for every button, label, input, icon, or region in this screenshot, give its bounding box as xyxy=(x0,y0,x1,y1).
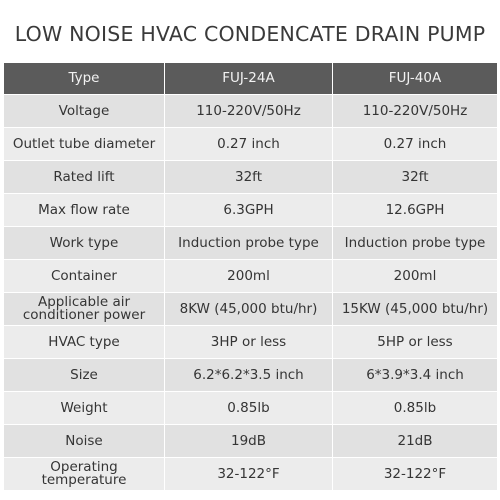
row-value: 6.2*6.2*3.5 inch xyxy=(164,358,333,392)
table-row: Size 6.2*6.2*3.5 inch 6*3.9*3.4 inch xyxy=(3,358,498,392)
row-value: 6*3.9*3.4 inch xyxy=(332,358,498,392)
row-value: 200ml xyxy=(332,259,498,293)
table-row: Work type Induction probe type Induction… xyxy=(3,226,498,260)
row-label: Applicable air conditioner power xyxy=(3,292,165,326)
row-value: 19dB xyxy=(164,424,333,458)
header-type: Type xyxy=(3,62,165,95)
table-row: Rated lift 32ft 32ft xyxy=(3,160,498,194)
row-value: 0.27 inch xyxy=(332,127,498,161)
row-value: 5HP or less xyxy=(332,325,498,359)
row-value: 110-220V/50Hz xyxy=(332,94,498,128)
row-label: Rated lift xyxy=(3,160,165,194)
table-row: Max flow rate 6.3GPH 12.6GPH xyxy=(3,193,498,227)
table-row: Operating temperature 32-122°F 32-122°F xyxy=(3,457,498,491)
row-label: Weight xyxy=(3,391,165,425)
row-value: 8KW (45,000 btu/hr) xyxy=(164,292,333,326)
row-value: 32-122°F xyxy=(164,457,333,491)
row-label: Outlet tube diameter xyxy=(3,127,165,161)
row-label: Work type xyxy=(3,226,165,260)
row-value: 0.27 inch xyxy=(164,127,333,161)
row-label: Max flow rate xyxy=(3,193,165,227)
spec-table: Type FUJ-24A FUJ-40A Voltage 110-220V/50… xyxy=(3,62,498,491)
row-value: 3HP or less xyxy=(164,325,333,359)
row-value: 6.3GPH xyxy=(164,193,333,227)
row-label: HVAC type xyxy=(3,325,165,359)
row-value: 110-220V/50Hz xyxy=(164,94,333,128)
row-label: Operating temperature xyxy=(3,457,165,491)
table-row: Container 200ml 200ml xyxy=(3,259,498,293)
header-model-2: FUJ-40A xyxy=(332,62,498,95)
row-label: Size xyxy=(3,358,165,392)
row-value: Induction probe type xyxy=(164,226,333,260)
row-value: 32ft xyxy=(164,160,333,194)
table-row: Applicable air conditioner power 8KW (45… xyxy=(3,292,498,326)
table-row: Voltage 110-220V/50Hz 110-220V/50Hz xyxy=(3,94,498,128)
row-value: 0.85lb xyxy=(164,391,333,425)
table-row: Weight 0.85lb 0.85lb xyxy=(3,391,498,425)
header-model-1: FUJ-24A xyxy=(164,62,333,95)
page-title: LOW NOISE HVAC CONDENCATE DRAIN PUMP xyxy=(14,22,486,46)
row-value: 15KW (45,000 btu/hr) xyxy=(332,292,498,326)
row-value: 32ft xyxy=(332,160,498,194)
row-label: Voltage xyxy=(3,94,165,128)
row-label: Noise xyxy=(3,424,165,458)
table-row: HVAC type 3HP or less 5HP or less xyxy=(3,325,498,359)
table-row: Outlet tube diameter 0.27 inch 0.27 inch xyxy=(3,127,498,161)
table-row: Noise 19dB 21dB xyxy=(3,424,498,458)
row-value: 0.85lb xyxy=(332,391,498,425)
row-value: 32-122°F xyxy=(332,457,498,491)
table-header-row: Type FUJ-24A FUJ-40A xyxy=(3,62,498,95)
row-value: Induction probe type xyxy=(332,226,498,260)
row-value: 12.6GPH xyxy=(332,193,498,227)
row-value: 200ml xyxy=(164,259,333,293)
row-value: 21dB xyxy=(332,424,498,458)
row-label: Container xyxy=(3,259,165,293)
